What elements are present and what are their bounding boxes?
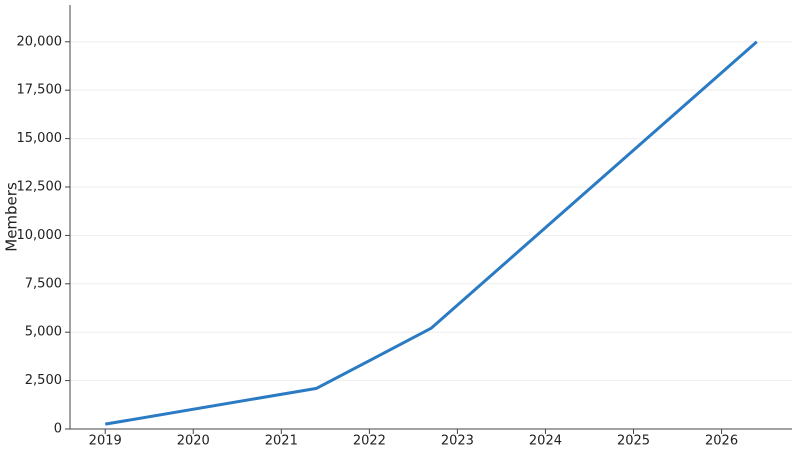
y-axis-label: Members — [3, 182, 21, 252]
data-line — [104, 40, 758, 426]
x-tick-label: 2021 — [265, 434, 298, 449]
y-tick-label: 12,500 — [17, 179, 63, 194]
x-tick-label: 2022 — [353, 434, 386, 449]
y-tick-label: 15,000 — [17, 131, 63, 146]
x-tick-label: 2020 — [177, 434, 210, 449]
y-tick-label: 7,500 — [25, 276, 62, 291]
x-tick-label: 2019 — [89, 434, 122, 449]
y-tick-label: 10,000 — [17, 228, 63, 243]
x-tick-label: 2025 — [617, 434, 650, 449]
y-tick-label: 5,000 — [25, 325, 62, 340]
y-tick-label: 17,500 — [17, 83, 63, 98]
y-tick-label: 2,500 — [25, 373, 62, 388]
x-tick-label: 2023 — [441, 434, 474, 449]
y-tick-label: 0 — [54, 422, 62, 437]
y-tick-label: 20,000 — [17, 34, 63, 49]
x-tick-label: 2024 — [529, 434, 562, 449]
x-tick-label: 2026 — [705, 434, 738, 449]
